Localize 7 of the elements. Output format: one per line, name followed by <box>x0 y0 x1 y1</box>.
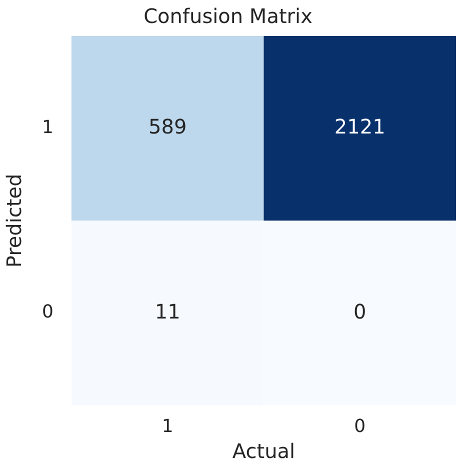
data-label: 2121 <box>334 114 386 139</box>
data-label: 0 <box>353 299 366 324</box>
data-label: 589 <box>148 114 187 139</box>
data-label: 11 <box>154 299 180 324</box>
chart-title: Confusion Matrix <box>144 4 313 28</box>
x-axis-title: Actual <box>232 439 296 464</box>
y-axis-title: Predicted <box>2 174 26 268</box>
